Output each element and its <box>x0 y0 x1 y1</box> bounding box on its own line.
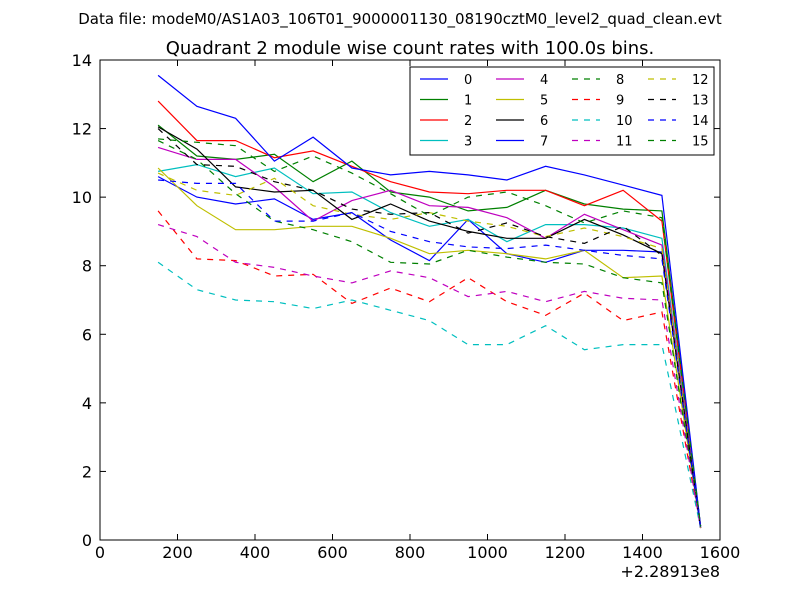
y-tick-label: 8 <box>82 257 92 276</box>
legend-label-9: 9 <box>616 94 624 109</box>
legend-box <box>409 66 715 156</box>
series-layer <box>157 74 702 529</box>
series-line-10 <box>157 261 702 529</box>
series-line-8 <box>157 140 702 529</box>
legend-label-4: 4 <box>540 73 548 88</box>
legend-label-10: 10 <box>616 114 633 129</box>
legend-label-8: 8 <box>616 73 624 88</box>
x-tick-label: 400 <box>240 543 271 562</box>
x-tick-label: 0 <box>95 543 105 562</box>
series-line-2 <box>157 100 702 527</box>
x-offset-label: +2.28913e8 <box>620 562 720 581</box>
legend-label-3: 3 <box>464 135 472 150</box>
series-line-9 <box>157 210 702 529</box>
series-line-7 <box>157 74 702 527</box>
y-tick-label: 4 <box>82 394 92 413</box>
legend-label-1: 1 <box>464 94 472 109</box>
suptitle: Data file: modeM0/AS1A03_106T01_90000011… <box>78 10 722 29</box>
series-line-6 <box>157 126 702 529</box>
legend-label-13: 13 <box>692 94 709 109</box>
series-line-3 <box>157 163 702 527</box>
x-tick-label: 600 <box>317 543 348 562</box>
legend-label-0: 0 <box>464 73 472 88</box>
legend-label-11: 11 <box>616 135 633 150</box>
legend-label-5: 5 <box>540 94 548 109</box>
y-tick-label: 10 <box>72 188 92 207</box>
series-line-13 <box>157 128 702 529</box>
series-line-12 <box>157 172 702 529</box>
y-tick-label: 0 <box>82 531 92 550</box>
series-line-14 <box>158 179 702 529</box>
y-tick-label: 6 <box>82 325 92 344</box>
series-line-1 <box>157 124 702 527</box>
series-line-5 <box>157 167 702 529</box>
x-tick-label: 200 <box>162 543 193 562</box>
y-tick-label: 12 <box>72 120 92 139</box>
x-tick-label: 1200 <box>545 543 586 562</box>
x-tick-label: 800 <box>395 543 426 562</box>
legend-label-7: 7 <box>540 135 548 150</box>
series-line-11 <box>157 224 702 529</box>
series-line-4 <box>157 146 702 527</box>
chart-title: Quadrant 2 module wise count rates with … <box>166 38 655 59</box>
x-tick-label: 1000 <box>467 543 508 562</box>
legend-label-2: 2 <box>464 114 472 129</box>
legend-label-15: 15 <box>692 135 709 150</box>
x-tick-label: 1400 <box>622 543 663 562</box>
legend-label-6: 6 <box>540 114 548 129</box>
legend-label-12: 12 <box>692 73 709 88</box>
x-tick-label: 1600 <box>700 543 741 562</box>
y-tick-label: 2 <box>82 462 92 481</box>
legend-label-14: 14 <box>692 114 709 129</box>
y-tick-label: 14 <box>72 51 92 70</box>
